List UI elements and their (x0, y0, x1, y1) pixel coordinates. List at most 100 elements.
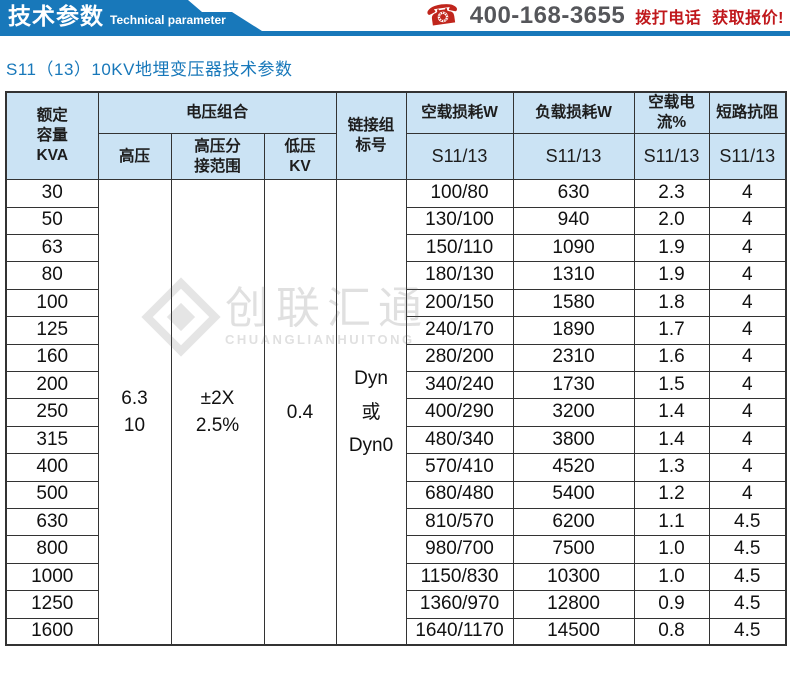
merged-link-group: Dyn 或 Dyn0 (335, 179, 407, 646)
header-divider (0, 31, 790, 36)
cell-impedance: 4 (708, 398, 787, 427)
cell-no-load-current: 1.3 (633, 453, 710, 482)
cell-impedance: 4 (708, 480, 787, 509)
cell-load-loss: 3800 (512, 425, 635, 455)
cell-no-load-loss: 340/240 (405, 371, 514, 400)
cell-no-load-loss: 200/150 (405, 288, 514, 318)
cell-kva: 800 (5, 535, 99, 564)
table-row: 80 180/130 1310 1.9 4 (5, 261, 787, 290)
cell-no-load-current: 1.1 (633, 507, 710, 537)
cell-kva: 80 (5, 261, 99, 290)
cell-no-load-current: 1.2 (633, 480, 710, 509)
cell-load-loss: 1730 (512, 371, 635, 400)
header-model-no-load-loss: S11/13 (405, 133, 514, 181)
cell-load-loss: 940 (512, 206, 635, 236)
cell-no-load-loss: 570/410 (405, 453, 514, 482)
cell-no-load-loss: 980/700 (405, 535, 514, 564)
cell-impedance: 4 (708, 206, 787, 236)
merged-lv: 0.4 (263, 179, 337, 646)
cell-impedance: 4.5 (708, 617, 787, 646)
cell-kva: 1600 (5, 617, 99, 646)
cell-no-load-loss: 480/340 (405, 425, 514, 455)
phone-number[interactable]: 400-168-3655 (469, 1, 626, 29)
cell-load-loss: 6200 (512, 507, 635, 537)
header-capacity: 额定 容量 KVA (5, 91, 99, 181)
section-banner: 技术参数 Technical parameter (0, 0, 262, 31)
header-no-load-current: 空载电流% (633, 91, 710, 135)
table-row: 315 480/340 3800 1.4 4 (5, 425, 787, 455)
cell-impedance: 4 (708, 179, 787, 208)
cell-no-load-current: 1.9 (633, 261, 710, 290)
table-row: 160 280/200 2310 1.6 4 (5, 343, 787, 373)
cell-load-loss: 630 (512, 179, 635, 208)
cell-kva: 1250 (5, 590, 99, 619)
table-row: 250 400/290 3200 1.4 4 (5, 398, 787, 427)
header-model-impedance: S11/13 (708, 133, 787, 181)
cell-no-load-loss: 150/110 (405, 234, 514, 263)
header-model-no-load-current: S11/13 (633, 133, 710, 181)
header-hv-tap: 高压分 接范围 (170, 133, 265, 181)
cell-no-load-current: 0.8 (633, 617, 710, 646)
cell-impedance: 4 (708, 343, 787, 373)
cell-load-loss: 1310 (512, 261, 635, 290)
cell-load-loss: 1890 (512, 316, 635, 345)
page-title: S11（13）10KV地埋变压器技术参数 (6, 60, 293, 79)
cell-impedance: 4 (708, 453, 787, 482)
merged-hv-tap: ±2X 2.5% (170, 179, 265, 646)
cell-no-load-current: 1.4 (633, 398, 710, 427)
cell-load-loss: 3200 (512, 398, 635, 427)
cell-kva: 200 (5, 371, 99, 400)
cell-impedance: 4 (708, 234, 787, 263)
header-model-load-loss: S11/13 (512, 133, 635, 181)
cell-load-loss: 1580 (512, 288, 635, 318)
cell-kva: 400 (5, 453, 99, 482)
header-no-load-loss: 空载损耗W (405, 91, 514, 135)
cell-kva: 125 (5, 316, 99, 345)
cell-load-loss: 5400 (512, 480, 635, 509)
cell-no-load-current: 1.7 (633, 316, 710, 345)
cell-impedance: 4 (708, 261, 787, 290)
cell-no-load-current: 1.4 (633, 425, 710, 455)
cell-no-load-loss: 240/170 (405, 316, 514, 345)
table-row: 800 980/700 7500 1.0 4.5 (5, 535, 787, 564)
banner-subtitle: Technical parameter (110, 13, 226, 27)
cell-kva: 315 (5, 425, 99, 455)
cell-no-load-loss: 810/570 (405, 507, 514, 537)
table-row: 1000 1150/830 10300 1.0 4.5 (5, 562, 787, 592)
cell-impedance: 4 (708, 288, 787, 318)
parameters-table: 额定 容量 KVA 电压组合 链接组 标号 空载损耗W 负载损耗W 空载电流% … (5, 91, 788, 647)
cell-load-loss: 7500 (512, 535, 635, 564)
cell-impedance: 4 (708, 425, 787, 455)
cell-no-load-loss: 180/130 (405, 261, 514, 290)
phone-cta[interactable]: 拨打电话 获取报价! (635, 9, 784, 27)
header-load-loss: 负载损耗W (512, 91, 635, 135)
cell-kva: 30 (5, 179, 99, 208)
cell-no-load-loss: 680/480 (405, 480, 514, 509)
table-row: 1250 1360/970 12800 0.9 4.5 (5, 590, 787, 619)
cell-kva: 50 (5, 206, 99, 236)
cell-impedance: 4.5 (708, 590, 787, 619)
cell-no-load-loss: 1640/1170 (405, 617, 514, 646)
table-row: 500 680/480 5400 1.2 4 (5, 480, 787, 509)
cell-load-loss: 12800 (512, 590, 635, 619)
contact-area: ☎ 400-168-3655 拨打电话 获取报价! (424, 0, 784, 33)
cell-kva: 160 (5, 343, 99, 373)
cell-no-load-current: 1.9 (633, 234, 710, 263)
cell-load-loss: 4520 (512, 453, 635, 482)
header-impedance: 短路抗阻 (708, 91, 787, 135)
cell-impedance: 4.5 (708, 562, 787, 592)
header-lv: 低压 KV (263, 133, 337, 181)
table-header: 额定 容量 KVA 电压组合 链接组 标号 空载损耗W 负载损耗W 空载电流% … (5, 91, 787, 181)
cell-kva: 630 (5, 507, 99, 537)
table-row: 1600 1640/1170 14500 0.8 4.5 (5, 617, 787, 646)
cell-impedance: 4 (708, 371, 787, 400)
cell-no-load-loss: 100/80 (405, 179, 514, 208)
cell-no-load-current: 1.8 (633, 288, 710, 318)
table-row: 400 570/410 4520 1.3 4 (5, 453, 787, 482)
cell-no-load-loss: 400/290 (405, 398, 514, 427)
phone-icon: ☎ (424, 0, 462, 33)
cell-no-load-current: 2.3 (633, 179, 710, 208)
topbar: 技术参数 Technical parameter ☎ 400-168-3655 … (0, 0, 790, 36)
cell-no-load-loss: 130/100 (405, 206, 514, 236)
